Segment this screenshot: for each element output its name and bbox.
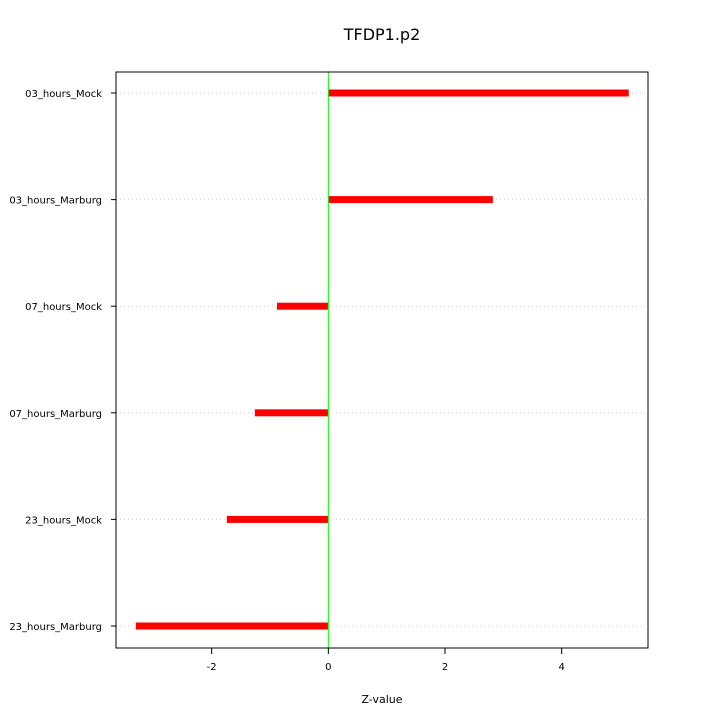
chart-title: TFDP1.p2 [343,25,421,44]
bars [135,89,629,630]
y-tick-label: 07_hours_Mock [25,302,102,313]
bar-03_hours_Marburg [328,196,493,204]
bar-23_hours_Marburg [135,622,329,630]
y-tick-label: 03_hours_Marburg [9,196,102,207]
x-tick-label: -2 [207,662,217,673]
bar-07_hours_Marburg [254,409,329,417]
y-tick-label: 23_hours_Mock [25,515,102,526]
y-axis: 03_hours_Mock 03_hours_Marburg 07_hours_Mo… [9,89,116,633]
bar-07_hours_Mock [277,302,329,310]
grid-lines [116,92,648,627]
x-tick-label: 0 [325,662,331,673]
plot-frame [115,71,649,649]
y-tick-label: 23_hours_Marburg [9,622,102,633]
x-tick-label: 2 [442,662,448,673]
x-tick-label: 4 [558,662,564,673]
x-axis: -2 0 2 4 [207,647,565,673]
bar-23_hours_Mock [226,515,329,523]
bar-03_hours_Mock [328,89,629,97]
y-tick-label: 03_hours_Mock [25,89,102,100]
y-tick-label: 07_hours_Marburg [9,409,102,420]
x-axis-label: Z-value [361,693,402,706]
